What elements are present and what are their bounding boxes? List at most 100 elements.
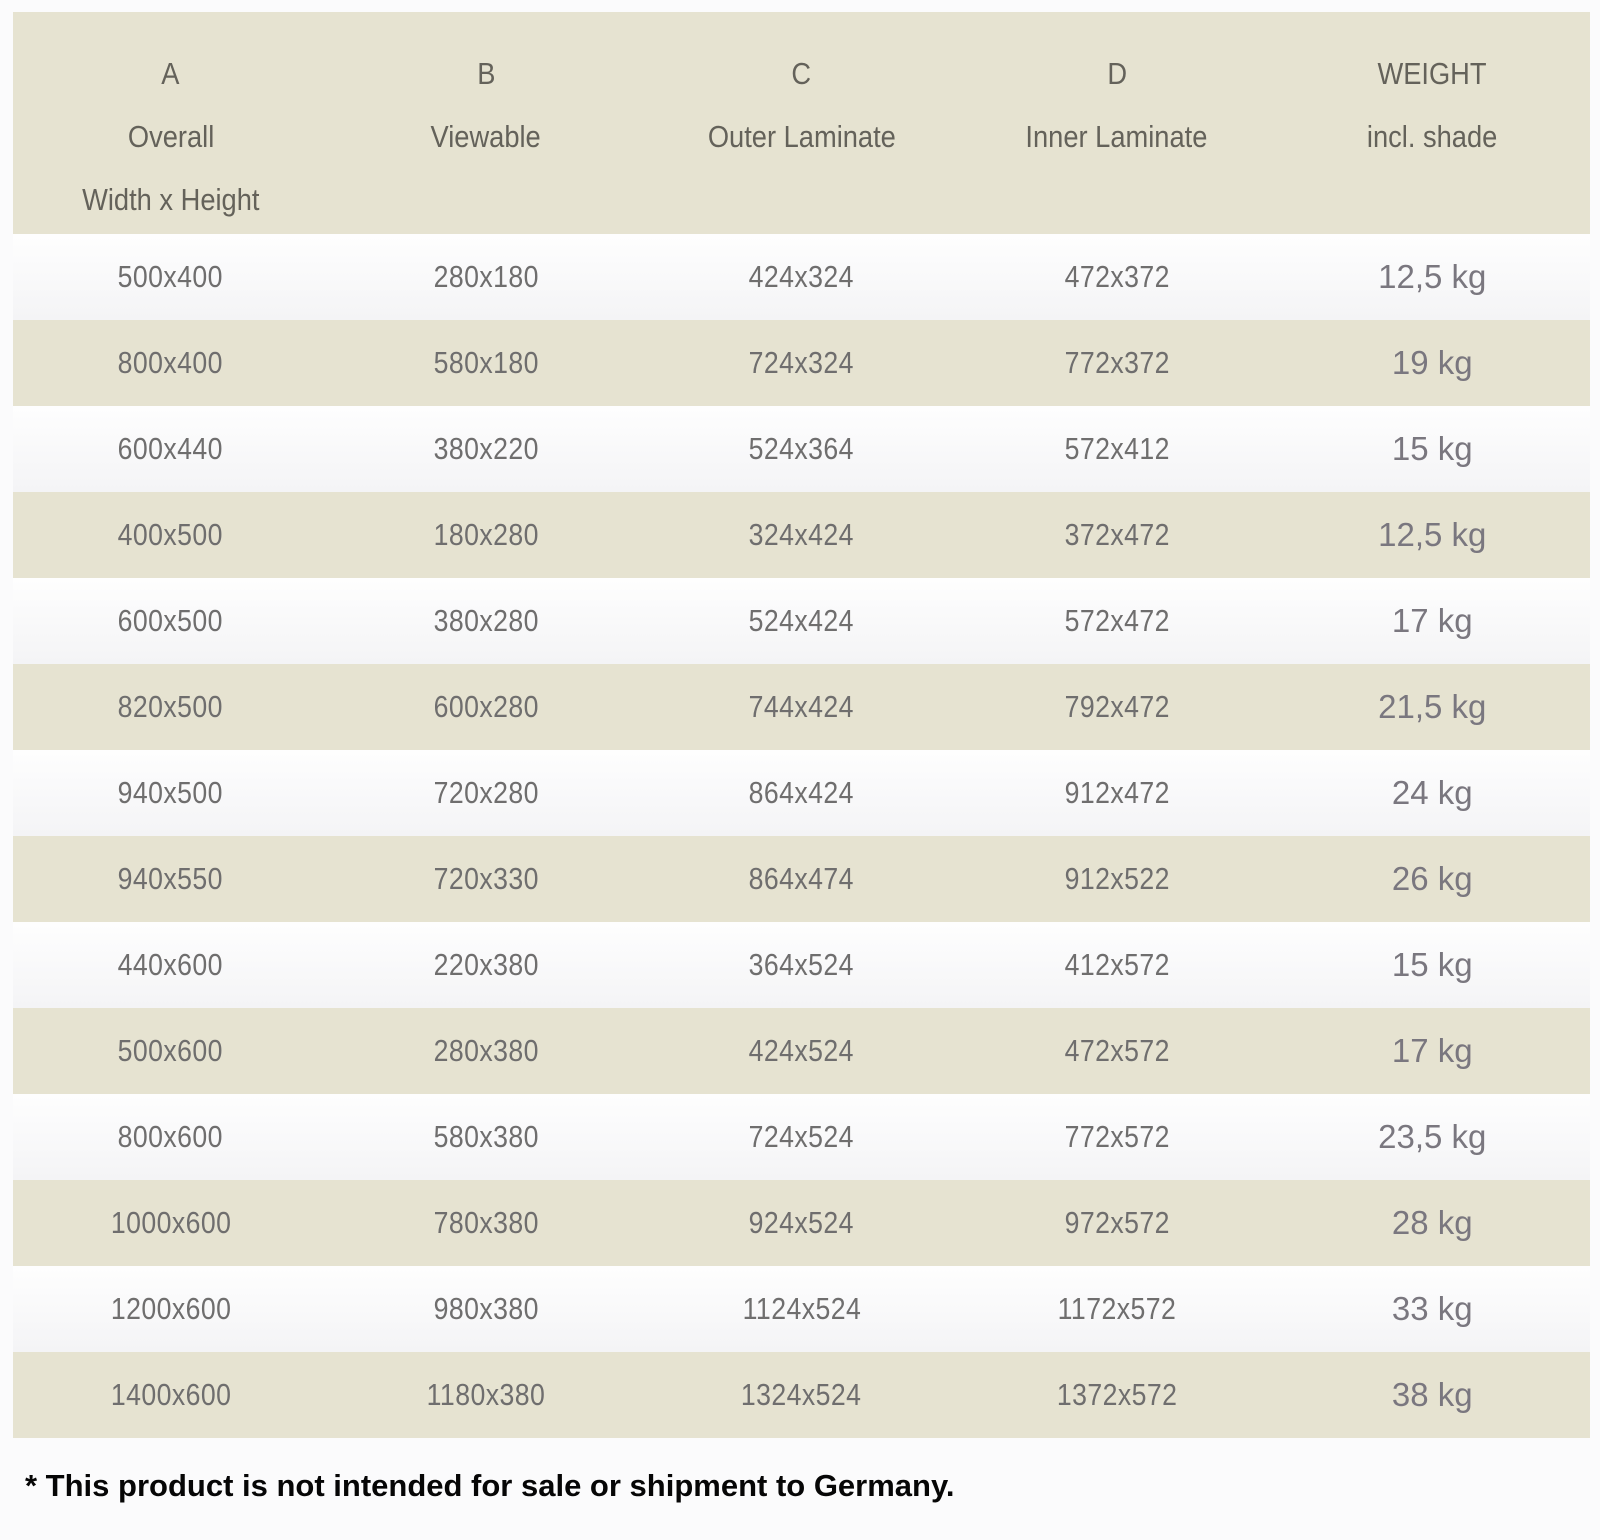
- table-row: 1000x600 780x380 924x524 972x572 28 kg: [13, 1180, 1590, 1266]
- cell-value: 38 kg: [1391, 1376, 1473, 1413]
- cell-outer: 1324x524: [644, 1352, 959, 1438]
- column-header-weight: WEIGHT incl. shade: [1275, 12, 1590, 234]
- table-header-row: A Overall Width x Height B Viewable C Ou…: [13, 12, 1590, 234]
- cell-weight: 15 kg: [1275, 406, 1590, 492]
- cell-viewable: 380x220: [328, 406, 643, 492]
- cell-inner: 1172x572: [959, 1266, 1274, 1352]
- cell-value: 280x180: [433, 259, 539, 294]
- cell-weight: 38 kg: [1275, 1352, 1590, 1438]
- table-row: 600x440 380x220 524x364 572x412 15 kg: [13, 406, 1590, 492]
- table-row: 940x500 720x280 864x424 912x472 24 kg: [13, 750, 1590, 836]
- cell-value: 572x412: [1064, 431, 1170, 466]
- cell-viewable: 720x280: [328, 750, 643, 836]
- cell-weight: 19 kg: [1275, 320, 1590, 406]
- cell-inner: 772x372: [959, 320, 1274, 406]
- cell-value: 1372x572: [1056, 1377, 1178, 1412]
- cell-weight: 28 kg: [1275, 1180, 1590, 1266]
- cell-value: 412x572: [1064, 947, 1170, 982]
- cell-outer: 924x524: [644, 1180, 959, 1266]
- cell-value: 772x572: [1064, 1119, 1170, 1154]
- cell-weight: 12,5 kg: [1275, 492, 1590, 578]
- table-row: 600x500 380x280 524x424 572x472 17 kg: [13, 578, 1590, 664]
- cell-value: 424x524: [748, 1033, 855, 1068]
- cell-viewable: 280x380: [328, 1008, 643, 1094]
- column-title: Outer Laminate: [707, 119, 896, 154]
- cell-inner: 412x572: [959, 922, 1274, 1008]
- cell-value: 324x424: [748, 517, 855, 552]
- cell-weight: 15 kg: [1275, 922, 1590, 1008]
- cell-value: 800x600: [118, 1119, 224, 1154]
- cell-value: 940x550: [118, 861, 224, 896]
- cell-value: 440x600: [118, 947, 224, 982]
- cell-value: 912x522: [1064, 861, 1170, 896]
- cell-overall: 800x400: [13, 320, 328, 406]
- cell-viewable: 180x280: [328, 492, 643, 578]
- cell-value: 912x472: [1064, 775, 1170, 810]
- cell-value: 524x364: [748, 431, 855, 466]
- cell-outer: 724x524: [644, 1094, 959, 1180]
- cell-value: 864x474: [748, 861, 855, 896]
- column-letter: A: [161, 56, 180, 91]
- cell-value: 28 kg: [1391, 1204, 1473, 1241]
- cell-weight: 12,5 kg: [1275, 234, 1590, 320]
- cell-outer: 864x424: [644, 750, 959, 836]
- cell-value: 792x472: [1064, 689, 1170, 724]
- cell-value: 744x424: [748, 689, 855, 724]
- cell-weight: 21,5 kg: [1275, 664, 1590, 750]
- cell-value: 19 kg: [1391, 344, 1473, 381]
- cell-value: 720x330: [433, 861, 539, 896]
- cell-value: 972x572: [1064, 1205, 1170, 1240]
- cell-outer: 324x424: [644, 492, 959, 578]
- cell-inner: 972x572: [959, 1180, 1274, 1266]
- cell-weight: 33 kg: [1275, 1266, 1590, 1352]
- cell-value: 580x380: [433, 1119, 539, 1154]
- table-row: 400x500 180x280 324x424 372x472 12,5 kg: [13, 492, 1590, 578]
- column-title: Inner Laminate: [1025, 119, 1208, 154]
- cell-value: 1200x600: [110, 1291, 231, 1326]
- cell-value: 500x600: [118, 1033, 224, 1068]
- cell-value: 17 kg: [1391, 602, 1473, 639]
- cell-viewable: 280x180: [328, 234, 643, 320]
- column-header-viewable: B Viewable: [328, 12, 643, 234]
- cell-value: 17 kg: [1391, 1032, 1473, 1069]
- table-row: 500x600 280x380 424x524 472x572 17 kg: [13, 1008, 1590, 1094]
- cell-outer: 424x324: [644, 234, 959, 320]
- cell-inner: 912x522: [959, 836, 1274, 922]
- cell-value: 12,5 kg: [1378, 258, 1487, 295]
- cell-value: 820x500: [118, 689, 224, 724]
- cell-value: 280x380: [433, 1033, 539, 1068]
- cell-overall: 940x500: [13, 750, 328, 836]
- cell-value: 364x524: [748, 947, 855, 982]
- cell-overall: 500x400: [13, 234, 328, 320]
- cell-value: 1000x600: [110, 1205, 231, 1240]
- cell-value: 720x280: [433, 775, 539, 810]
- cell-value: 940x500: [118, 775, 224, 810]
- cell-viewable: 720x330: [328, 836, 643, 922]
- column-letter: D: [1107, 56, 1127, 91]
- table-row: 800x600 580x380 724x524 772x572 23,5 kg: [13, 1094, 1590, 1180]
- cell-viewable: 780x380: [328, 1180, 643, 1266]
- cell-value: 472x572: [1064, 1033, 1170, 1068]
- cell-viewable: 580x380: [328, 1094, 643, 1180]
- cell-outer: 1124x524: [644, 1266, 959, 1352]
- column-title: incl. shade: [1367, 119, 1498, 154]
- cell-value: 724x324: [748, 345, 855, 380]
- cell-value: 572x472: [1064, 603, 1170, 638]
- cell-weight: 17 kg: [1275, 578, 1590, 664]
- cell-weight: 17 kg: [1275, 1008, 1590, 1094]
- cell-overall: 600x500: [13, 578, 328, 664]
- column-header-inner-laminate: D Inner Laminate: [959, 12, 1274, 234]
- column-title: Viewable: [430, 119, 542, 154]
- cell-viewable: 980x380: [328, 1266, 643, 1352]
- cell-weight: 23,5 kg: [1275, 1094, 1590, 1180]
- cell-value: 21,5 kg: [1378, 688, 1487, 725]
- cell-value: 600x440: [118, 431, 224, 466]
- cell-value: 380x220: [433, 431, 539, 466]
- cell-value: 980x380: [433, 1291, 539, 1326]
- cell-overall: 500x600: [13, 1008, 328, 1094]
- cell-value: 600x500: [118, 603, 224, 638]
- cell-value: 15 kg: [1391, 946, 1473, 983]
- cell-overall: 600x440: [13, 406, 328, 492]
- cell-viewable: 600x280: [328, 664, 643, 750]
